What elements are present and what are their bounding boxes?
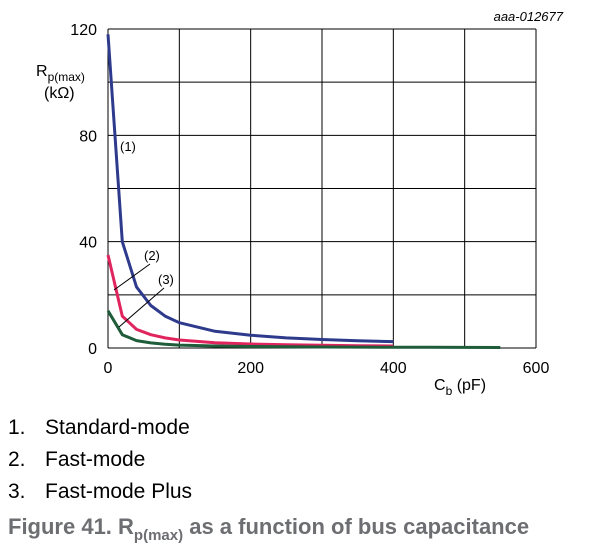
x-tick-label: 600 (523, 360, 550, 377)
series-lines (106, 34, 501, 349)
series-callouts: (1) (2) (3) (113, 139, 174, 328)
y-axis-label: Rp(max) (36, 63, 85, 84)
y-tick-label: 120 (70, 22, 97, 39)
y-axis-unit: (kΩ) (44, 85, 75, 102)
callout-leader (113, 263, 151, 291)
figure-caption: Figure 41. Rp(max) as a function of bus … (8, 514, 530, 544)
series-callout-label: (2) (144, 248, 160, 263)
figure-id: aaa-012677 (494, 9, 564, 24)
series-line-1 (106, 34, 394, 344)
grid (107, 28, 537, 349)
y-tick-label: 80 (79, 128, 97, 145)
tick-labels: 0 200 400 600 0 40 80 120 (70, 22, 549, 377)
x-tick-label: 0 (104, 360, 113, 377)
note-item: 1. Standard-mode (8, 416, 190, 439)
series-line-2 (106, 254, 394, 348)
note-item: 3. Fast-mode Plus (8, 480, 193, 503)
y-tick-label: 40 (79, 235, 97, 252)
x-tick-label: 400 (380, 360, 407, 377)
x-tick-label: 200 (237, 360, 264, 377)
callout-leader (118, 287, 165, 328)
series-line-3 (106, 310, 501, 349)
series-callout-label: (1) (120, 139, 136, 154)
series-callout-label: (3) (158, 272, 174, 287)
y-tick-label: 0 (88, 341, 97, 358)
x-axis-label: Cb (pF) (434, 377, 486, 398)
legend-notes: 1. Standard-mode 2. Fast-mode 3. Fast-mode … (8, 412, 192, 508)
note-item: 2. Fast-mode (8, 448, 146, 471)
